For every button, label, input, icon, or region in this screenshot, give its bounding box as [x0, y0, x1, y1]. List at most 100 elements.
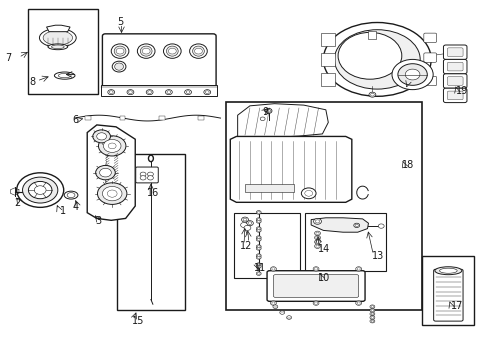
Text: 1: 1 [60, 206, 66, 216]
FancyBboxPatch shape [424, 53, 437, 62]
Circle shape [257, 247, 260, 249]
Bar [117, 154, 185, 310]
Text: 19: 19 [456, 86, 468, 96]
Circle shape [315, 235, 320, 240]
Ellipse shape [115, 63, 123, 70]
Text: 14: 14 [318, 244, 330, 254]
Circle shape [257, 219, 260, 221]
Ellipse shape [111, 44, 129, 58]
Circle shape [23, 177, 58, 203]
Circle shape [257, 229, 260, 231]
Circle shape [186, 91, 190, 94]
Circle shape [17, 173, 64, 207]
Circle shape [314, 219, 321, 224]
Circle shape [315, 231, 320, 235]
FancyBboxPatch shape [443, 59, 467, 74]
Circle shape [28, 181, 52, 199]
Circle shape [370, 316, 375, 319]
Ellipse shape [167, 46, 178, 56]
FancyBboxPatch shape [434, 269, 463, 321]
Circle shape [128, 91, 132, 94]
Text: 2: 2 [15, 198, 21, 208]
Circle shape [270, 301, 276, 305]
Text: 15: 15 [132, 316, 145, 326]
Circle shape [93, 130, 110, 143]
Circle shape [109, 91, 113, 94]
Text: 5: 5 [118, 17, 124, 27]
Circle shape [244, 225, 251, 230]
Circle shape [167, 91, 171, 94]
Circle shape [256, 245, 261, 248]
Polygon shape [238, 104, 328, 138]
FancyBboxPatch shape [443, 74, 467, 88]
Circle shape [405, 69, 420, 80]
Polygon shape [230, 136, 352, 202]
Bar [422, 256, 474, 325]
Circle shape [248, 222, 252, 225]
Circle shape [256, 263, 261, 266]
Ellipse shape [137, 44, 155, 58]
Circle shape [371, 313, 374, 315]
Circle shape [355, 224, 358, 226]
Circle shape [356, 267, 362, 271]
Circle shape [257, 238, 260, 240]
Bar [234, 213, 300, 278]
Ellipse shape [54, 72, 75, 79]
Circle shape [270, 267, 276, 271]
Text: 18: 18 [402, 160, 414, 170]
Circle shape [256, 236, 261, 239]
Circle shape [378, 224, 384, 228]
Circle shape [316, 245, 319, 247]
FancyBboxPatch shape [424, 76, 437, 86]
Bar [368, 31, 376, 39]
Circle shape [241, 222, 247, 228]
Text: 10: 10 [318, 273, 330, 283]
Circle shape [166, 90, 172, 95]
Circle shape [256, 238, 261, 241]
Ellipse shape [51, 45, 64, 49]
Bar [28, 9, 98, 94]
Text: 8: 8 [29, 77, 36, 87]
Polygon shape [87, 125, 135, 220]
Circle shape [34, 186, 46, 194]
Circle shape [370, 309, 375, 312]
Circle shape [257, 246, 260, 248]
Text: 11: 11 [254, 263, 266, 273]
Ellipse shape [39, 28, 76, 47]
Ellipse shape [114, 46, 126, 56]
Circle shape [257, 273, 260, 275]
Circle shape [147, 172, 153, 176]
Circle shape [257, 265, 260, 267]
Bar [321, 53, 335, 66]
Ellipse shape [140, 46, 152, 56]
Ellipse shape [48, 44, 68, 50]
Circle shape [243, 218, 247, 221]
FancyBboxPatch shape [447, 77, 463, 85]
FancyBboxPatch shape [273, 275, 359, 297]
Circle shape [256, 265, 261, 268]
Circle shape [107, 190, 117, 197]
Circle shape [108, 143, 116, 149]
Text: 7: 7 [5, 53, 11, 63]
Circle shape [257, 220, 260, 222]
Text: 13: 13 [372, 251, 385, 261]
Circle shape [242, 217, 248, 222]
Circle shape [280, 311, 285, 314]
FancyBboxPatch shape [102, 34, 216, 89]
Ellipse shape [43, 31, 73, 45]
Circle shape [260, 117, 265, 121]
Circle shape [256, 218, 261, 221]
Polygon shape [47, 25, 70, 32]
Circle shape [371, 306, 374, 308]
Circle shape [357, 302, 360, 304]
Ellipse shape [335, 30, 420, 89]
Ellipse shape [338, 32, 402, 79]
Circle shape [316, 241, 319, 243]
Circle shape [369, 92, 376, 97]
Circle shape [195, 48, 202, 54]
Circle shape [256, 220, 261, 223]
Ellipse shape [193, 46, 204, 56]
Bar [321, 73, 335, 86]
Circle shape [315, 268, 318, 270]
FancyBboxPatch shape [443, 88, 467, 103]
